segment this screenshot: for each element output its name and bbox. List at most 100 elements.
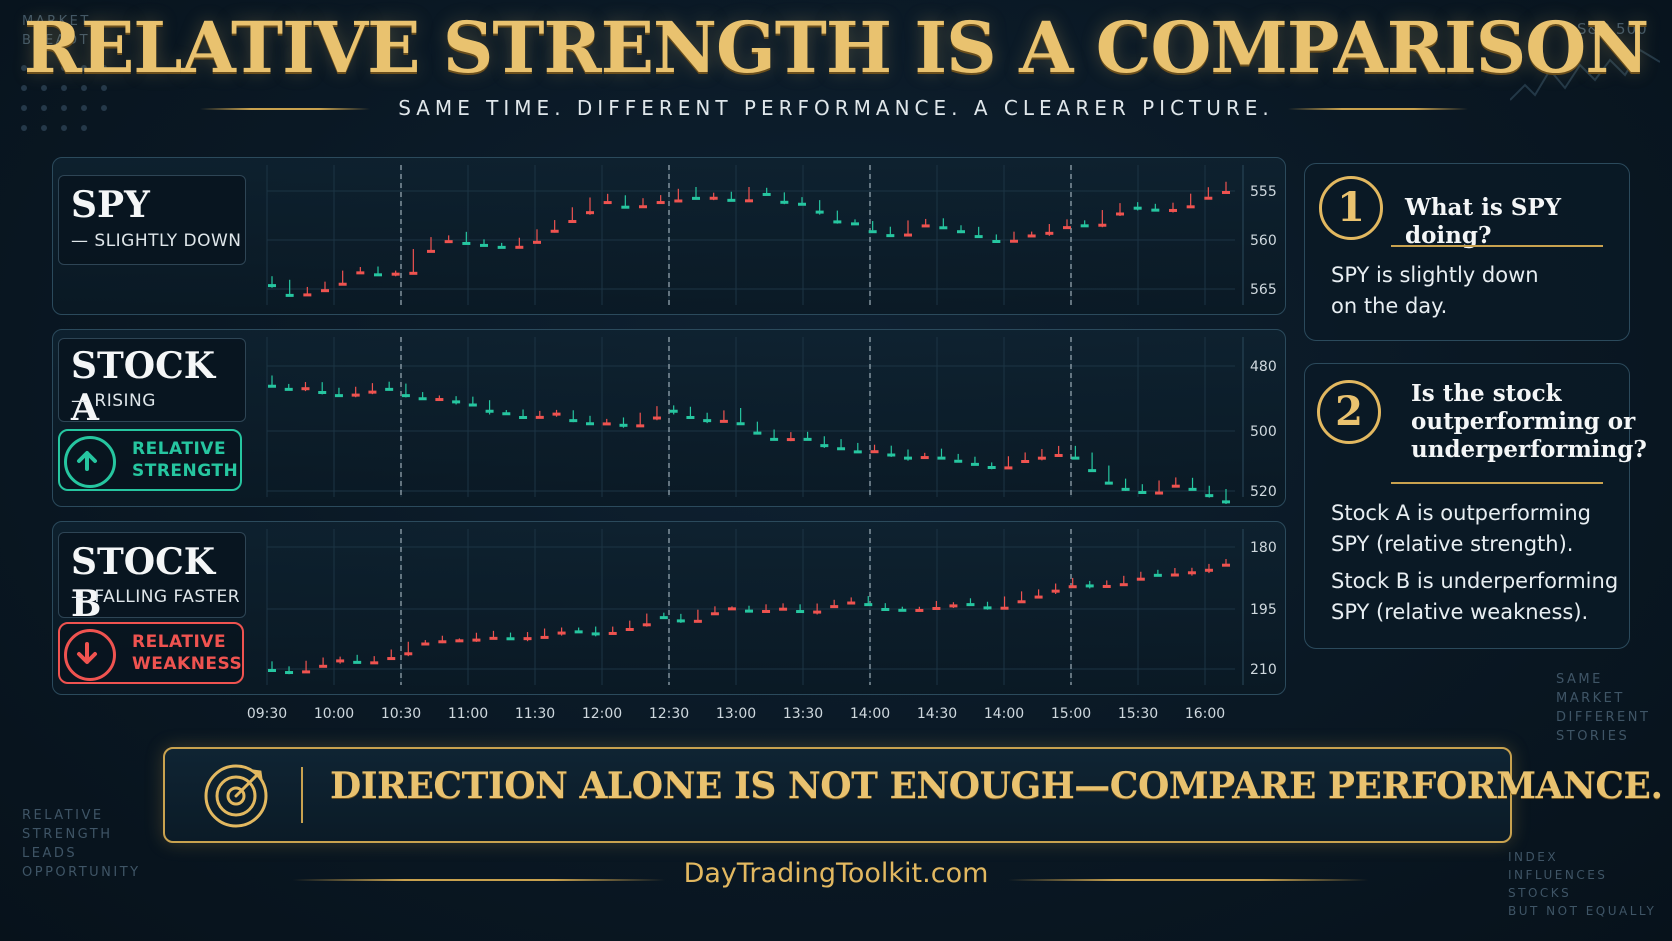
candle-body xyxy=(1222,500,1230,504)
question-title-2: Is the stock outperforming or underperfo… xyxy=(1411,380,1647,464)
candle-body xyxy=(336,659,345,663)
y-tick-label: 560 xyxy=(1250,233,1277,249)
candle-body xyxy=(321,289,329,293)
question-panel-1: 1 What is SPY doing? SPY is slightly dow… xyxy=(1304,163,1630,341)
candle-body xyxy=(568,220,577,224)
x-tick-label: 15:30 xyxy=(1118,706,1158,722)
x-tick-label: 14:00 xyxy=(984,706,1024,722)
candle-body xyxy=(401,394,410,398)
candle-body xyxy=(1034,595,1043,599)
banner-divider xyxy=(301,767,303,823)
question-2-title-line-2: outperforming or xyxy=(1411,408,1636,435)
candle-body xyxy=(1222,191,1230,195)
candle-body xyxy=(391,272,400,276)
candle-body xyxy=(992,240,1001,243)
banner-text: DIRECTION ALONE IS NOT ENOUGH—COMPARE PE… xyxy=(330,765,1663,807)
candle-body xyxy=(351,393,360,397)
candle-body xyxy=(552,412,561,416)
arrow-up-icon xyxy=(64,436,116,488)
candle-body xyxy=(762,192,771,196)
footer-url[interactable]: DayTradingToolkit.com xyxy=(683,858,989,889)
x-tick-label: 10:00 xyxy=(314,706,354,722)
corner-label-relative-strength: RELATIVE STRENGTH LEADS OPPORTUNITY xyxy=(22,808,141,880)
ticker-stock-b-subtitle: — FALLING FASTER xyxy=(71,587,241,607)
candle-body xyxy=(870,450,879,454)
candle-body xyxy=(268,284,276,288)
candle-body xyxy=(586,422,594,426)
candle-body xyxy=(427,249,435,253)
candle-body xyxy=(1204,568,1213,572)
badge-relative-weakness: RELATIVE WEAKNESS xyxy=(58,622,244,684)
candle-body xyxy=(798,202,806,206)
candle-body xyxy=(356,271,365,275)
badge-relative-strength: RELATIVE STRENGTH xyxy=(58,429,242,491)
candle-body xyxy=(1151,208,1160,212)
candle-body xyxy=(268,669,276,672)
candle-body xyxy=(1116,212,1124,216)
answer-2-line-2: SPY (relative strength). xyxy=(1331,532,1574,556)
y-tick-label: 500 xyxy=(1250,424,1277,440)
candle-body xyxy=(957,230,965,234)
candle-body xyxy=(987,466,996,469)
candle-body xyxy=(639,205,647,209)
candle-body xyxy=(904,456,912,460)
candle-body xyxy=(472,638,481,642)
candle-body xyxy=(602,422,611,426)
candle-body xyxy=(621,205,630,209)
candle-body xyxy=(833,220,842,224)
y-tick-label: 520 xyxy=(1250,484,1277,500)
answer-2-line-1: Stock A is outperforming xyxy=(1331,501,1591,525)
candle-body xyxy=(418,397,427,401)
badge-weakness-line1: RELATIVE xyxy=(132,632,227,652)
candle-body xyxy=(983,606,992,610)
question-rule-2 xyxy=(1391,482,1603,484)
page-subtitle: SAME TIME. DIFFERENT PERFORMANCE. A CLEA… xyxy=(398,96,1274,120)
candle-body xyxy=(1017,600,1026,604)
candle-body xyxy=(1104,481,1113,485)
candle-body xyxy=(353,660,362,664)
corner-label-market-breadth: MARKET BREADTH xyxy=(22,14,103,48)
footer-rule-right xyxy=(1008,879,1368,881)
question-number-1: 1 xyxy=(1319,176,1383,240)
subtitle-rule-left xyxy=(200,108,370,110)
candle-body xyxy=(385,387,394,391)
candle-body xyxy=(886,234,895,238)
x-tick-label: 12:30 xyxy=(649,706,689,722)
candle-body xyxy=(1186,205,1195,209)
candle-body xyxy=(574,630,583,634)
question-title-1: What is SPY doing? xyxy=(1405,194,1562,249)
footer-rule-left xyxy=(293,879,665,881)
y-tick-label: 210 xyxy=(1250,662,1277,678)
candle-body xyxy=(898,608,907,612)
candle-body xyxy=(1187,571,1196,575)
candle-body xyxy=(1004,466,1013,470)
x-tick-label: 16:00 xyxy=(1185,706,1225,722)
answer-2-line-4: SPY (relative weakness). xyxy=(1331,600,1589,624)
candle-body xyxy=(1133,206,1142,210)
candle-body xyxy=(1169,208,1177,212)
candle-body xyxy=(608,631,617,635)
candle-body xyxy=(540,635,549,639)
candle-body xyxy=(1138,491,1147,494)
candle-body xyxy=(815,210,824,214)
ticker-stock-a-subtitle: — RISING xyxy=(71,391,156,411)
candle-body xyxy=(515,245,524,249)
candle-body xyxy=(915,608,924,612)
question-number-2: 2 xyxy=(1317,380,1381,444)
candle-body xyxy=(820,444,829,448)
candle-body xyxy=(659,616,668,620)
candle-body xyxy=(1021,459,1030,463)
candle-body xyxy=(727,198,736,202)
candle-body xyxy=(636,424,645,428)
candle-body xyxy=(851,222,859,226)
candle-body xyxy=(736,422,745,426)
candle-body xyxy=(338,282,347,286)
candle-body xyxy=(1088,469,1097,473)
candle-body xyxy=(674,199,683,203)
candle-body xyxy=(727,607,736,611)
ticker-spy: SPY xyxy=(71,184,150,226)
candle-body xyxy=(686,416,695,419)
label-spy: SPY — SLIGHTLY DOWN xyxy=(58,175,246,265)
y-tick-label: 555 xyxy=(1250,184,1277,200)
